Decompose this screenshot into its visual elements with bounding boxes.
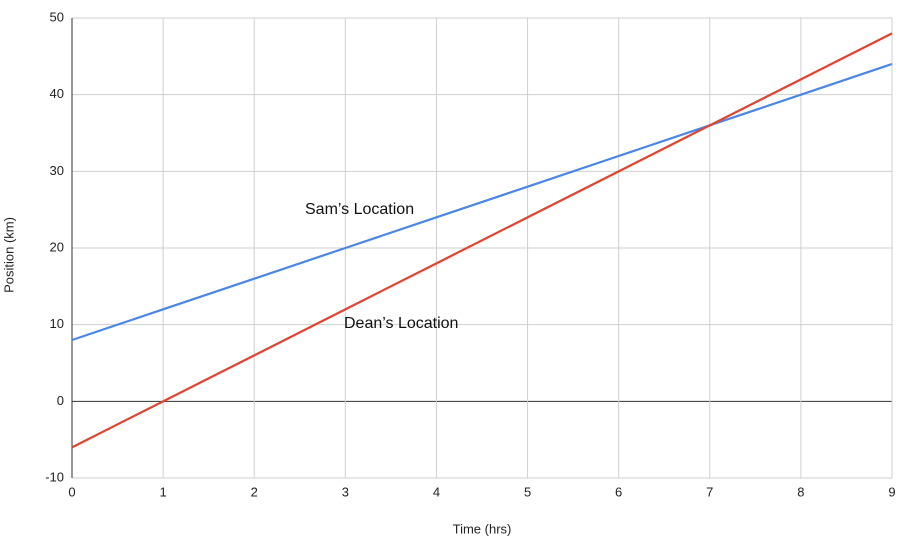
x-tick-label: 0 xyxy=(68,484,75,499)
y-axis-label: Position (km) xyxy=(1,217,16,293)
x-tick-label: 9 xyxy=(888,484,895,499)
x-tick-label: 6 xyxy=(615,484,622,499)
x-tick-label: 4 xyxy=(433,484,440,499)
y-tick-label: 0 xyxy=(57,393,64,408)
series-line xyxy=(71,62,893,342)
x-tick-label: 8 xyxy=(797,484,804,499)
y-tick-label: 20 xyxy=(50,239,64,254)
x-tick-label: 3 xyxy=(342,484,349,499)
y-tick-label: 40 xyxy=(50,86,64,101)
y-tick-label: 30 xyxy=(50,163,64,178)
series-annotation: Sam’s Location xyxy=(305,201,414,218)
x-axis-label: Time (hrs) xyxy=(453,521,512,536)
x-tick-label: 2 xyxy=(251,484,258,499)
series-line xyxy=(71,32,893,449)
y-tick-label: 50 xyxy=(50,9,64,24)
x-tick-label: 5 xyxy=(524,484,531,499)
x-tick-label: 1 xyxy=(159,484,166,499)
y-tick-label: -10 xyxy=(45,469,64,484)
y-tick-label: 10 xyxy=(50,316,64,331)
x-tick-label: 7 xyxy=(706,484,713,499)
series-annotation: Dean’s Location xyxy=(344,315,458,332)
